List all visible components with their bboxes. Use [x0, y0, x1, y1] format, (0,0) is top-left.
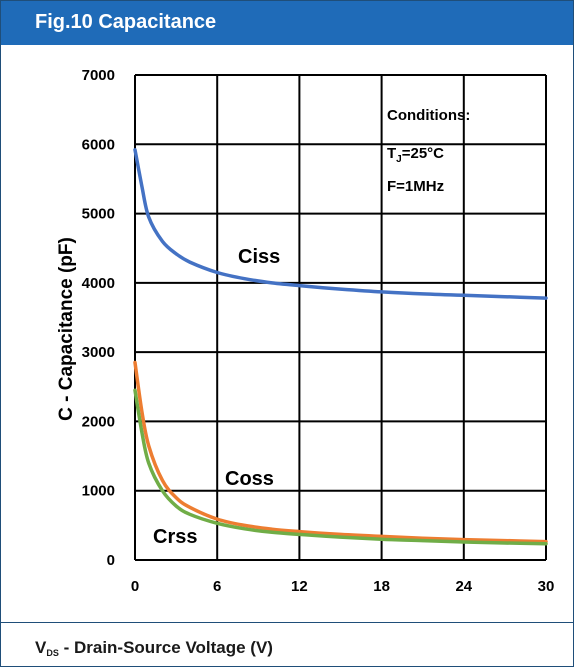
x-axis-label-rest: - Drain-Source Voltage (V) [58, 638, 273, 657]
x-tick-12: 12 [291, 578, 308, 595]
y-tick-1000: 1000 [82, 483, 115, 500]
series-crss-line [133, 388, 548, 546]
y-tick-5000: 5000 [82, 206, 115, 223]
label-crss: Crss [153, 526, 197, 548]
x-axis-label-main: V [35, 638, 47, 657]
y-tick-3000: 3000 [82, 344, 115, 361]
x-tick-0: 0 [131, 578, 139, 595]
y-tick-2000: 2000 [82, 413, 115, 430]
temp-sub: J [396, 154, 402, 165]
series-coss-line [133, 360, 548, 544]
conditions-box: Conditions: TJ=25°C F=1MHz [387, 107, 470, 195]
figure-title: Fig.10 Capacitance [35, 11, 217, 33]
x-axis-label-sub: DS [46, 648, 59, 658]
y-tick-0: 0 [107, 552, 115, 569]
y-tick-6000: 6000 [82, 136, 115, 153]
chart-ticks: 0 6 12 18 24 30 0 1000 2000 3000 4000 5000 6000 7000 [82, 67, 555, 595]
y-tick-7000: 7000 [82, 67, 115, 84]
x-axis-label: VDS - Drain-Source Voltage (V) [35, 638, 273, 658]
x-tick-24: 24 [455, 578, 472, 595]
conditions-frequency: F=1MHz [387, 178, 444, 195]
temp-main: T [387, 145, 396, 162]
figure-header: Fig.10 Capacitance [1, 1, 573, 45]
chart-curves [133, 148, 548, 546]
x-tick-30: 30 [538, 578, 555, 595]
label-coss: Coss [225, 468, 274, 490]
conditions-temperature: TJ=25°C [387, 145, 444, 165]
temp-rest: =25°C [402, 145, 444, 162]
figure-divider [1, 622, 573, 623]
chart-grid [134, 74, 547, 561]
x-tick-6: 6 [213, 578, 221, 595]
label-ciss: Ciss [238, 246, 280, 268]
x-tick-18: 18 [373, 578, 390, 595]
y-tick-4000: 4000 [82, 275, 115, 292]
conditions-title: Conditions: [387, 107, 470, 124]
capacitance-chart: 0 6 12 18 24 3001000200030004000500060007000 … [56, 67, 555, 595]
series-ciss-line [133, 148, 548, 300]
y-axis-label: C - Capacitance (pF) [56, 237, 77, 421]
